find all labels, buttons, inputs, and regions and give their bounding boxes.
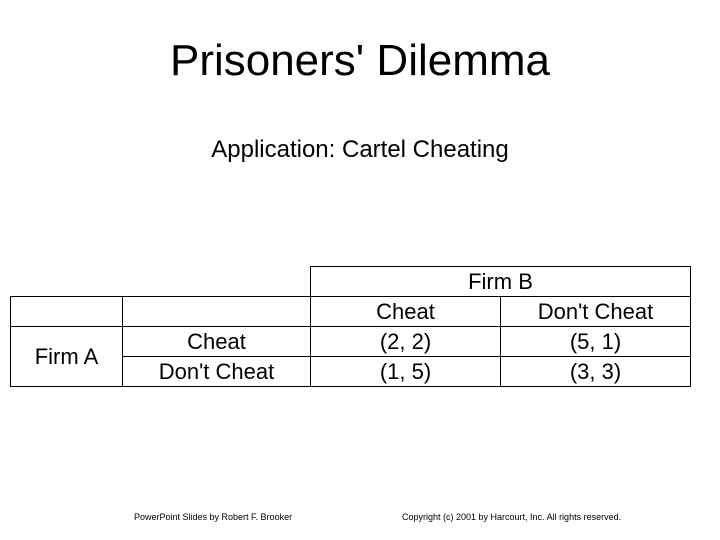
empty-cell bbox=[123, 267, 311, 297]
col-player-label: Firm B bbox=[311, 267, 691, 297]
row-strategy-2: Don't Cheat bbox=[123, 357, 311, 387]
empty-cell bbox=[11, 267, 123, 297]
row-player-label: Firm A bbox=[11, 327, 123, 387]
payoff-r2c1: (1, 5) bbox=[311, 357, 501, 387]
payoff-matrix: Firm B Cheat Don't Cheat Firm A Cheat (2… bbox=[10, 266, 691, 387]
page-title: Prisoners' Dilemma bbox=[0, 36, 720, 86]
empty-cell bbox=[123, 297, 311, 327]
empty-cell bbox=[11, 297, 123, 327]
row-strategy-1: Cheat bbox=[123, 327, 311, 357]
footer-copyright: Copyright (c) 2001 by Harcourt, Inc. All… bbox=[402, 512, 621, 522]
footer-author: PowerPoint Slides by Robert F. Brooker bbox=[134, 512, 292, 522]
payoff-r1c1: (2, 2) bbox=[311, 327, 501, 357]
payoff-r2c2: (3, 3) bbox=[501, 357, 691, 387]
payoff-r1c2: (5, 1) bbox=[501, 327, 691, 357]
col-strategy-1: Cheat bbox=[311, 297, 501, 327]
col-strategy-2: Don't Cheat bbox=[501, 297, 691, 327]
page-subtitle: Application: Cartel Cheating bbox=[0, 136, 720, 164]
